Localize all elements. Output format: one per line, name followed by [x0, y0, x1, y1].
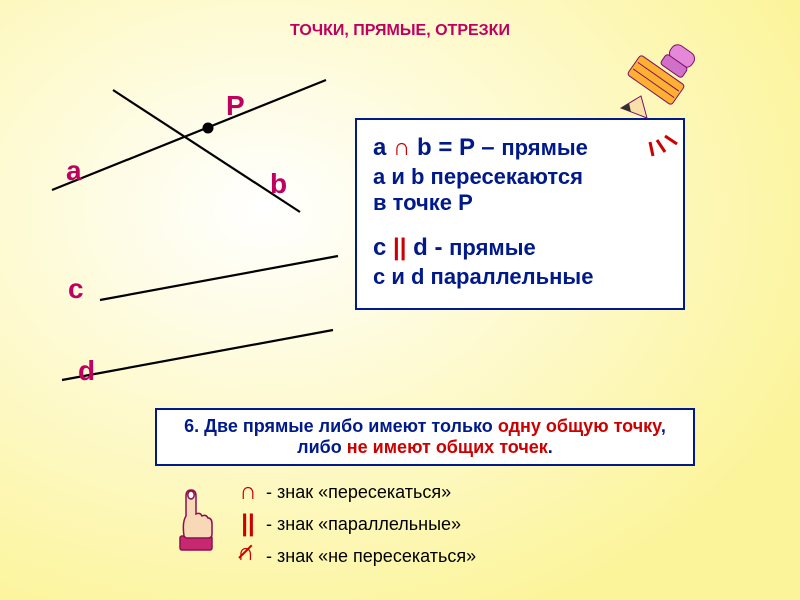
- legend-sym-not-intersect: [230, 542, 266, 571]
- parallel-word: прямые: [449, 235, 536, 260]
- expr-a: a: [373, 134, 386, 161]
- theorem-suffix: .: [548, 437, 553, 457]
- legend-text-intersect: - знак «пересекаться»: [266, 482, 451, 503]
- legend-text-not-intersect: - знак «не пересекаться»: [266, 546, 476, 567]
- expr-c: c: [373, 234, 386, 261]
- legend: ∩ - знак «пересекаться» || - знак «парал…: [230, 478, 710, 575]
- intersect-sub2: в точке Р: [373, 190, 667, 216]
- intersect-sub1: a и b пересекаются: [373, 164, 667, 190]
- lines-svg: [30, 60, 340, 405]
- legend-row-intersect: ∩ - знак «пересекаться»: [230, 478, 710, 506]
- theorem-box: 6. Две прямые либо имеют только одну общ…: [155, 408, 695, 466]
- intersect-word: прямые: [501, 135, 588, 160]
- page-title: ТОЧКИ, ПРЯМЫЕ, ОТРЕЗКИ: [0, 22, 800, 40]
- label-d: d: [78, 355, 95, 387]
- pointing-hand-icon: [172, 486, 222, 554]
- parallel-expression: c || d - прямые: [373, 234, 667, 262]
- diagram-area: P a b c d: [30, 60, 340, 405]
- theorem-prefix: 6. Две прямые либо имеют только: [184, 416, 498, 436]
- expr-bep: b = P –: [417, 134, 495, 161]
- label-b: b: [270, 168, 287, 200]
- line-d: [62, 330, 333, 380]
- line-c: [100, 256, 338, 300]
- expr-d: d -: [413, 234, 442, 261]
- parallel-sub: c и d параллельные: [373, 264, 667, 290]
- theorem-red1: одну общую точку: [498, 416, 661, 436]
- label-p: P: [226, 90, 245, 122]
- label-c: c: [68, 273, 84, 305]
- legend-sym-intersect: ∩: [230, 478, 266, 506]
- parallel-symbol: ||: [393, 234, 406, 261]
- theorem-red2: не имеют общих точек: [347, 437, 548, 457]
- intersect-symbol: ∩: [393, 134, 410, 161]
- point-p: [203, 123, 214, 134]
- legend-row-parallel: || - знак «параллельные»: [230, 510, 710, 538]
- legend-sym-parallel: ||: [230, 510, 266, 538]
- label-a: a: [66, 155, 82, 187]
- pencil-icon: [595, 42, 715, 162]
- legend-row-not-intersect: - знак «не пересекаться»: [230, 542, 710, 571]
- legend-text-parallel: - знак «параллельные»: [266, 514, 461, 535]
